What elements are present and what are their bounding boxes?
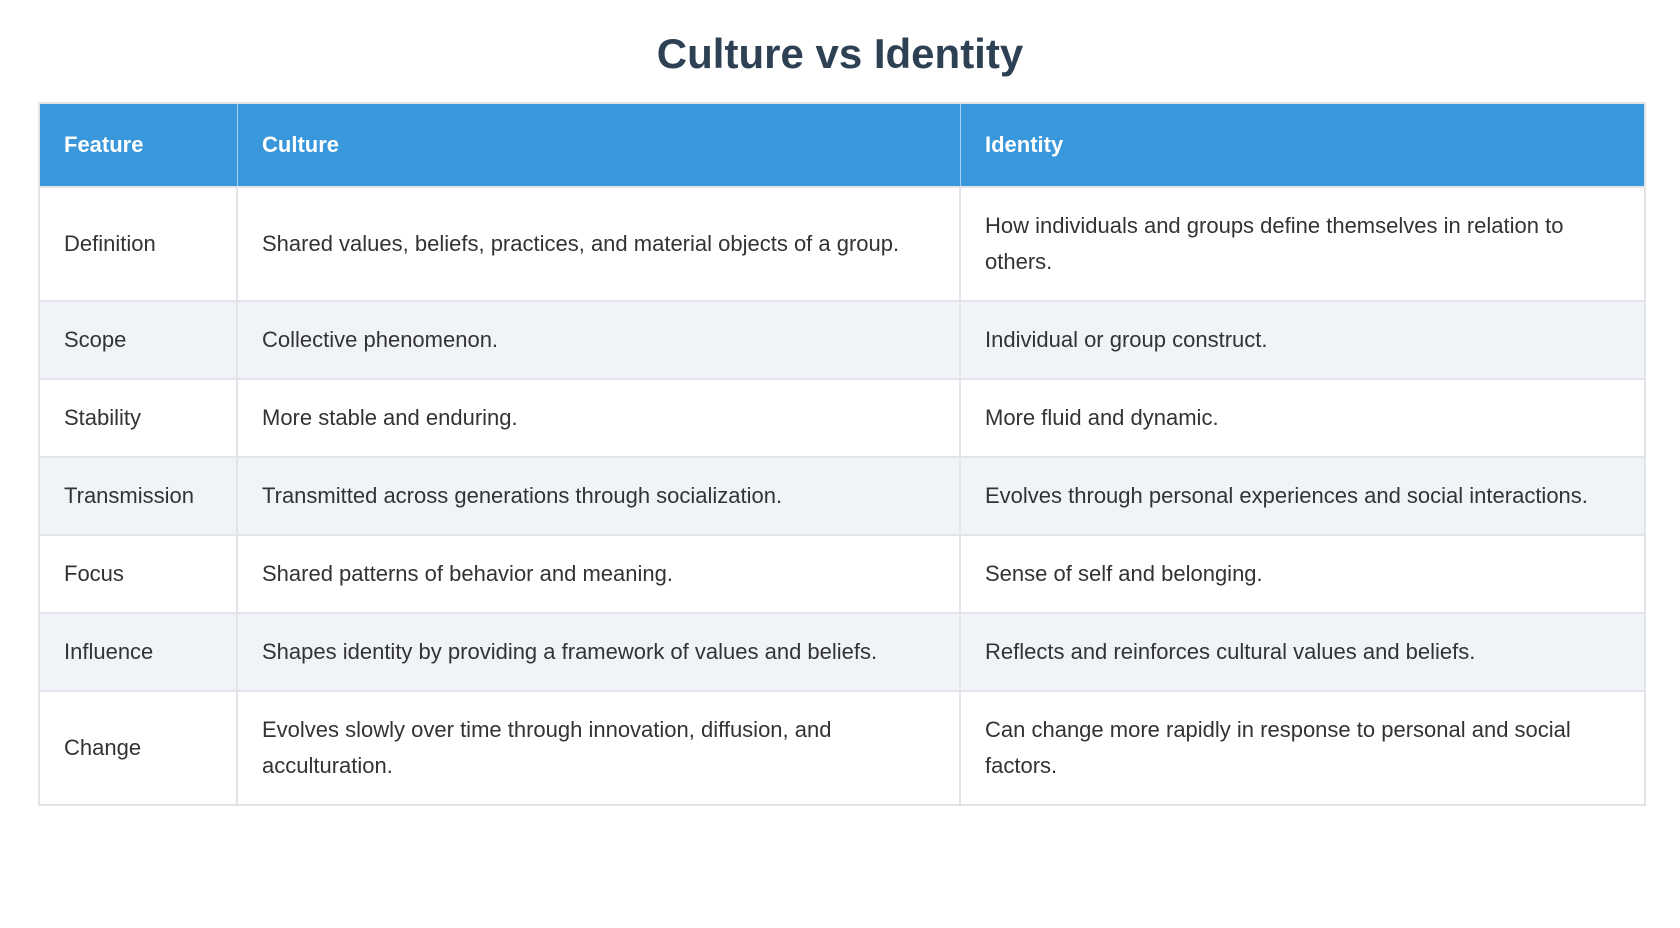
table-row: Transmission Transmitted across generati… <box>40 456 1644 534</box>
column-header-identity: Identity <box>961 104 1644 186</box>
culture-cell: Collective phenomenon. <box>238 300 961 378</box>
feature-cell: Change <box>40 690 238 804</box>
identity-cell: More fluid and dynamic. <box>961 378 1644 456</box>
identity-cell: How individuals and groups define themse… <box>961 186 1644 300</box>
feature-cell: Scope <box>40 300 238 378</box>
table-row: Scope Collective phenomenon. Individual … <box>40 300 1644 378</box>
identity-cell: Individual or group construct. <box>961 300 1644 378</box>
identity-cell: Can change more rapidly in response to p… <box>961 690 1644 804</box>
culture-cell: Evolves slowly over time through innovat… <box>238 690 961 804</box>
feature-cell: Influence <box>40 612 238 690</box>
table-row: Influence Shapes identity by providing a… <box>40 612 1644 690</box>
header-row: Feature Culture Identity <box>40 104 1644 186</box>
culture-cell: Shared patterns of behavior and meaning. <box>238 534 961 612</box>
table-container: Feature Culture Identity Definition Shar… <box>38 102 1646 806</box>
feature-cell: Stability <box>40 378 238 456</box>
table-row: Focus Shared patterns of behavior and me… <box>40 534 1644 612</box>
feature-cell: Transmission <box>40 456 238 534</box>
culture-cell: More stable and enduring. <box>238 378 961 456</box>
column-header-feature: Feature <box>40 104 238 186</box>
culture-cell: Transmitted across generations through s… <box>238 456 961 534</box>
table-body: Definition Shared values, beliefs, pract… <box>40 186 1644 804</box>
feature-cell: Focus <box>40 534 238 612</box>
identity-cell: Evolves through personal experiences and… <box>961 456 1644 534</box>
table-row: Change Evolves slowly over time through … <box>40 690 1644 804</box>
table-header: Feature Culture Identity <box>40 104 1644 186</box>
page-title: Culture vs Identity <box>656 30 1024 77</box>
table-row: Stability More stable and enduring. More… <box>40 378 1644 456</box>
identity-cell: Sense of self and belonging. <box>961 534 1644 612</box>
identity-cell: Reflects and reinforces cultural values … <box>961 612 1644 690</box>
column-header-culture: Culture <box>238 104 961 186</box>
table-row: Definition Shared values, beliefs, pract… <box>40 186 1644 300</box>
culture-cell: Shapes identity by providing a framework… <box>238 612 961 690</box>
culture-cell: Shared values, beliefs, practices, and m… <box>238 186 961 300</box>
comparison-table: Feature Culture Identity Definition Shar… <box>38 102 1646 806</box>
feature-cell: Definition <box>40 186 238 300</box>
